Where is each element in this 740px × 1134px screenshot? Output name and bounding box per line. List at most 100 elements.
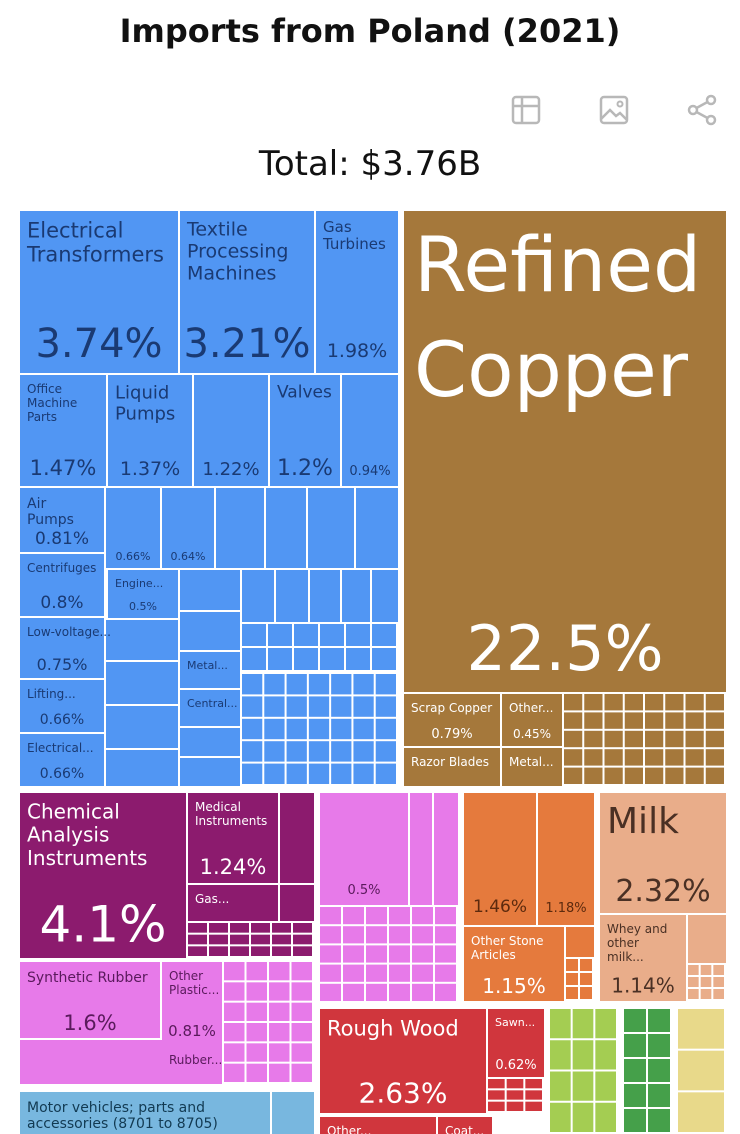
treemap-tile[interactable]: Other...: [320, 1117, 436, 1134]
treemap-tile-rect[interactable]: [320, 793, 408, 905]
treemap-tile-rect[interactable]: [108, 570, 178, 618]
treemap-tile-unlabeled[interactable]: [705, 730, 724, 748]
treemap-tile-rect[interactable]: [162, 1046, 222, 1084]
treemap-tile-unlabeled[interactable]: [624, 1084, 646, 1107]
treemap-tile-unlabeled[interactable]: [564, 712, 583, 729]
treemap-tile-unlabeled[interactable]: [343, 964, 364, 982]
treemap-tile-rect[interactable]: [20, 211, 178, 373]
treemap-tile-unlabeled[interactable]: [268, 624, 292, 646]
treemap-tile-unlabeled[interactable]: [645, 749, 664, 766]
treemap-tile-unlabeled[interactable]: [343, 983, 364, 1001]
treemap-tile-unlabeled[interactable]: [572, 1040, 594, 1070]
treemap-tile-unlabeled[interactable]: [180, 758, 240, 786]
treemap-tile-unlabeled[interactable]: [308, 741, 330, 762]
treemap-tile-unlabeled[interactable]: [353, 718, 374, 740]
treemap-tile-unlabeled[interactable]: [604, 712, 623, 729]
treemap-tile-unlabeled[interactable]: [242, 763, 263, 784]
treemap-tile-unlabeled[interactable]: [242, 741, 263, 762]
treemap-tile[interactable]: Metal...: [502, 748, 562, 786]
treemap-tile-unlabeled[interactable]: [251, 923, 270, 933]
treemap-tile[interactable]: Coat...: [438, 1117, 492, 1134]
treemap-tile-rect[interactable]: [320, 1117, 436, 1134]
treemap-tile-unlabeled[interactable]: [645, 712, 664, 729]
treemap-tile-rect[interactable]: [464, 793, 536, 925]
treemap-tile-unlabeled[interactable]: [272, 923, 291, 933]
treemap-tile-unlabeled[interactable]: [242, 624, 266, 646]
treemap-tile-unlabeled[interactable]: [224, 982, 245, 1001]
treemap-tile-unlabeled[interactable]: [688, 977, 699, 987]
treemap-tile-unlabeled[interactable]: [584, 730, 603, 748]
treemap-tile-unlabeled[interactable]: [188, 923, 207, 933]
treemap-tile-rect[interactable]: [194, 375, 268, 486]
treemap-tile-unlabeled[interactable]: [705, 749, 724, 766]
treemap-tile-rect[interactable]: [20, 962, 160, 1038]
treemap-tile-unlabeled[interactable]: [572, 1009, 594, 1039]
treemap-tile-unlabeled[interactable]: [224, 1043, 245, 1062]
treemap-tile-unlabeled[interactable]: [342, 570, 370, 622]
treemap-tile-unlabeled[interactable]: [286, 763, 307, 784]
treemap-tile-unlabeled[interactable]: [665, 767, 684, 784]
treemap-tile-unlabeled[interactable]: [705, 767, 724, 784]
treemap-tile-unlabeled[interactable]: [705, 694, 724, 711]
treemap-tile-unlabeled[interactable]: [372, 648, 396, 670]
treemap-tile-unlabeled[interactable]: [366, 983, 387, 1001]
treemap-tile-unlabeled[interactable]: [435, 983, 456, 1001]
treemap-tile-unlabeled[interactable]: [269, 1043, 290, 1062]
treemap-tile-unlabeled[interactable]: [209, 923, 228, 933]
treemap-tile-unlabeled[interactable]: [246, 982, 268, 1001]
treemap-tile-unlabeled[interactable]: [624, 1034, 646, 1057]
treemap-tile-unlabeled[interactable]: [264, 674, 285, 695]
treemap-tile-unlabeled[interactable]: [685, 749, 704, 766]
treemap-tile-unlabeled[interactable]: [224, 1023, 245, 1042]
treemap-tile-unlabeled[interactable]: [224, 1063, 245, 1082]
treemap-tile-rect[interactable]: [20, 375, 106, 486]
treemap-tile-unlabeled[interactable]: [389, 907, 410, 925]
treemap-tile-unlabeled[interactable]: [246, 1043, 268, 1062]
treemap-tile-unlabeled[interactable]: [269, 962, 290, 981]
treemap-tile-unlabeled[interactable]: [375, 696, 396, 717]
treemap-tile-unlabeled[interactable]: [678, 1092, 724, 1132]
treemap-tile-unlabeled[interactable]: [435, 926, 456, 944]
treemap-tile-unlabeled[interactable]: [331, 696, 352, 717]
treemap-tile-unlabeled[interactable]: [375, 718, 396, 740]
treemap-tile-unlabeled[interactable]: [624, 1009, 646, 1032]
treemap-tile-unlabeled[interactable]: [645, 767, 664, 784]
treemap-tile-unlabeled[interactable]: [320, 648, 344, 670]
treemap-tile-rect[interactable]: [188, 885, 278, 921]
treemap-tile-unlabeled[interactable]: [648, 1059, 670, 1082]
treemap-tile-unlabeled[interactable]: [665, 749, 684, 766]
treemap-tile-rect[interactable]: [188, 793, 278, 883]
treemap-tile-unlabeled[interactable]: [648, 1009, 670, 1032]
treemap-tile-rect[interactable]: [316, 211, 398, 373]
treemap-tile-unlabeled[interactable]: [246, 1023, 268, 1042]
treemap-tile[interactable]: 0.66%: [106, 488, 160, 568]
treemap-tile-rect[interactable]: [342, 375, 398, 486]
treemap-tile[interactable]: Milk 2.32%: [600, 793, 726, 913]
treemap-tile-unlabeled[interactable]: [713, 965, 724, 975]
treemap-tile-unlabeled[interactable]: [550, 1009, 571, 1039]
treemap-tile[interactable]: Lifting... 0.66%: [20, 680, 104, 732]
treemap-tile-unlabeled[interactable]: [604, 749, 623, 766]
treemap-tile-unlabeled[interactable]: [269, 1023, 290, 1042]
treemap-tile-unlabeled[interactable]: [353, 763, 374, 784]
treemap-tile-unlabeled[interactable]: [366, 907, 387, 925]
treemap-tile-unlabeled[interactable]: [280, 793, 314, 883]
treemap-tile-unlabeled[interactable]: [566, 927, 594, 957]
treemap-tile-unlabeled[interactable]: [320, 983, 341, 1001]
treemap-tile-unlabeled[interactable]: [604, 767, 623, 784]
treemap-tile-unlabeled[interactable]: [268, 648, 292, 670]
treemap-tile-unlabeled[interactable]: [389, 926, 410, 944]
treemap-tile-unlabeled[interactable]: [572, 1102, 594, 1132]
treemap-tile-rect[interactable]: [108, 375, 192, 486]
treemap-tile-unlabeled[interactable]: [685, 730, 704, 748]
treemap-tile-unlabeled[interactable]: [246, 1063, 268, 1082]
treemap-tile-unlabeled[interactable]: [308, 696, 330, 717]
treemap-tile-unlabeled[interactable]: [580, 973, 592, 985]
